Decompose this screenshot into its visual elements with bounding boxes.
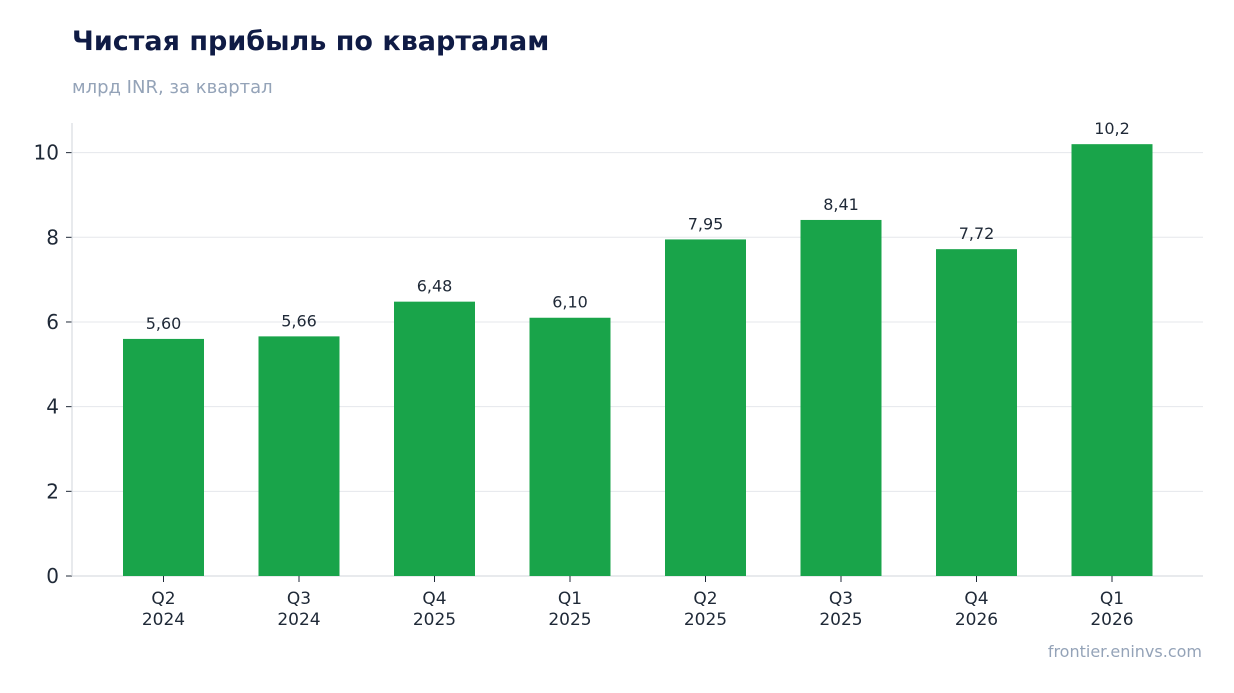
bar [123,338,204,576]
bar [1071,144,1153,577]
bar [529,317,611,576]
y-tick-label: 0 [46,564,59,588]
bar [936,249,1017,577]
data-label: 7,95 [688,214,724,233]
x-tick-label: Q2 [151,589,175,609]
y-tick-label: 2 [46,479,59,503]
chart-subtitle: млрд INR, за квартал [72,77,273,98]
bar [258,336,340,576]
x-tick-label: Q1 [1100,589,1124,609]
bar [394,301,475,576]
y-tick-label: 6 [46,310,59,334]
bar [665,239,746,576]
x-tick-label: Q3 [829,589,853,609]
y-tick-label: 4 [46,395,59,419]
x-tick-label: 2026 [955,610,998,630]
x-tick-label: Q4 [964,589,988,609]
x-tick-label: Q2 [693,589,717,609]
x-tick-label: Q1 [558,589,582,609]
x-tick-label: 2025 [684,610,727,630]
source-label: frontier.eninvs.com [1047,642,1202,661]
x-tick-label: 2024 [277,610,320,630]
x-tick-label: 2025 [819,610,862,630]
data-label: 5,60 [146,314,182,333]
x-tick-label: 2025 [548,610,591,630]
y-tick-label: 10 [34,141,59,165]
data-label: 5,66 [281,311,317,330]
x-tick-label: Q3 [287,589,311,609]
chart-title: Чистая прибыль по кварталам [72,26,550,57]
data-label: 7,72 [959,224,995,243]
x-tick-label: Q4 [422,589,446,609]
data-label: 8,41 [823,195,859,214]
x-tick-label: 2025 [413,610,456,630]
data-label: 6,48 [417,277,453,296]
data-label: 6,10 [552,293,588,312]
data-label: 10,2 [1094,119,1130,138]
y-tick-label: 8 [46,225,59,249]
x-tick-label: 2026 [1090,610,1133,630]
x-tick-label: 2024 [142,610,185,630]
bar [800,219,882,576]
